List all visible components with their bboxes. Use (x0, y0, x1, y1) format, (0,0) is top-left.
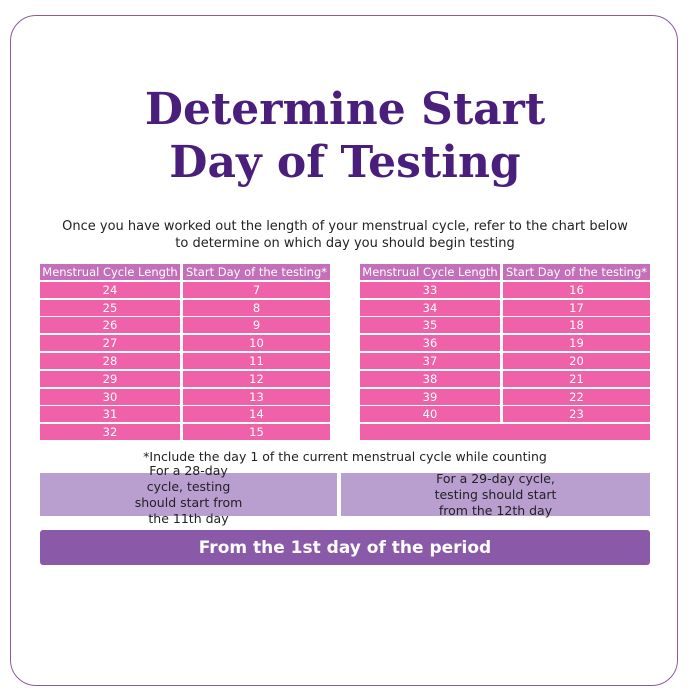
table-cell: 22 (503, 388, 650, 405)
table-cell: 30 (40, 388, 180, 405)
table-cell: 25 (40, 299, 180, 316)
table-cell: 39 (360, 388, 500, 405)
table-cell: 14 (183, 406, 330, 423)
table-cell: 36 (360, 335, 500, 352)
note: *Include the day 1 of the current menstr… (143, 449, 547, 464)
table-cell: 19 (503, 335, 650, 352)
table-cell: 9 (183, 317, 330, 334)
table-cell: 11 (183, 353, 330, 369)
table-cell: 15 (183, 424, 330, 441)
table-cell: 32 (40, 424, 180, 441)
table-cell: 18 (503, 317, 650, 334)
table-cell: 20 (503, 353, 650, 369)
table-cell: 8 (183, 299, 330, 316)
table-cell: 21 (503, 370, 650, 387)
example-box: For a 29-day cycle, testing should start… (341, 471, 650, 518)
title-line: Day of Testing (169, 137, 521, 188)
table-cell: 7 (183, 281, 330, 298)
example-box: For a 28-day cycle, testing should start… (40, 463, 337, 526)
table-cell: 37 (360, 353, 500, 369)
table-cell: 34 (360, 299, 500, 316)
table-cell: 29 (40, 370, 180, 387)
footer-banner: From the 1st day of the period (40, 530, 650, 565)
table-cell: 12 (183, 370, 330, 387)
table-cell: 13 (183, 388, 330, 405)
table-cell: 10 (183, 335, 330, 352)
intro: Once you have worked out the length of y… (62, 219, 628, 251)
table-cell: 23 (503, 406, 650, 423)
table-header: Start Day of the testing* (503, 264, 650, 280)
table-cell: 38 (360, 370, 500, 387)
table-header: Start Day of the testing* (183, 264, 330, 280)
table-cell: 27 (40, 335, 180, 352)
table-cell: 35 (360, 317, 500, 334)
table-header: Menstrual Cycle Length (40, 264, 180, 280)
table-cell: 40 (360, 406, 500, 423)
table-cell: 26 (40, 317, 180, 334)
table-filler (360, 424, 650, 441)
table-cell: 24 (40, 281, 180, 298)
table-header: Menstrual Cycle Length (360, 264, 500, 280)
table-cell: 17 (503, 299, 650, 316)
table-cell: 33 (360, 281, 500, 298)
title-line: Determine Start (144, 84, 546, 135)
table-cell: 28 (40, 353, 180, 369)
table-cell: 16 (503, 281, 650, 298)
frame (10, 15, 678, 686)
table-cell: 31 (40, 406, 180, 423)
